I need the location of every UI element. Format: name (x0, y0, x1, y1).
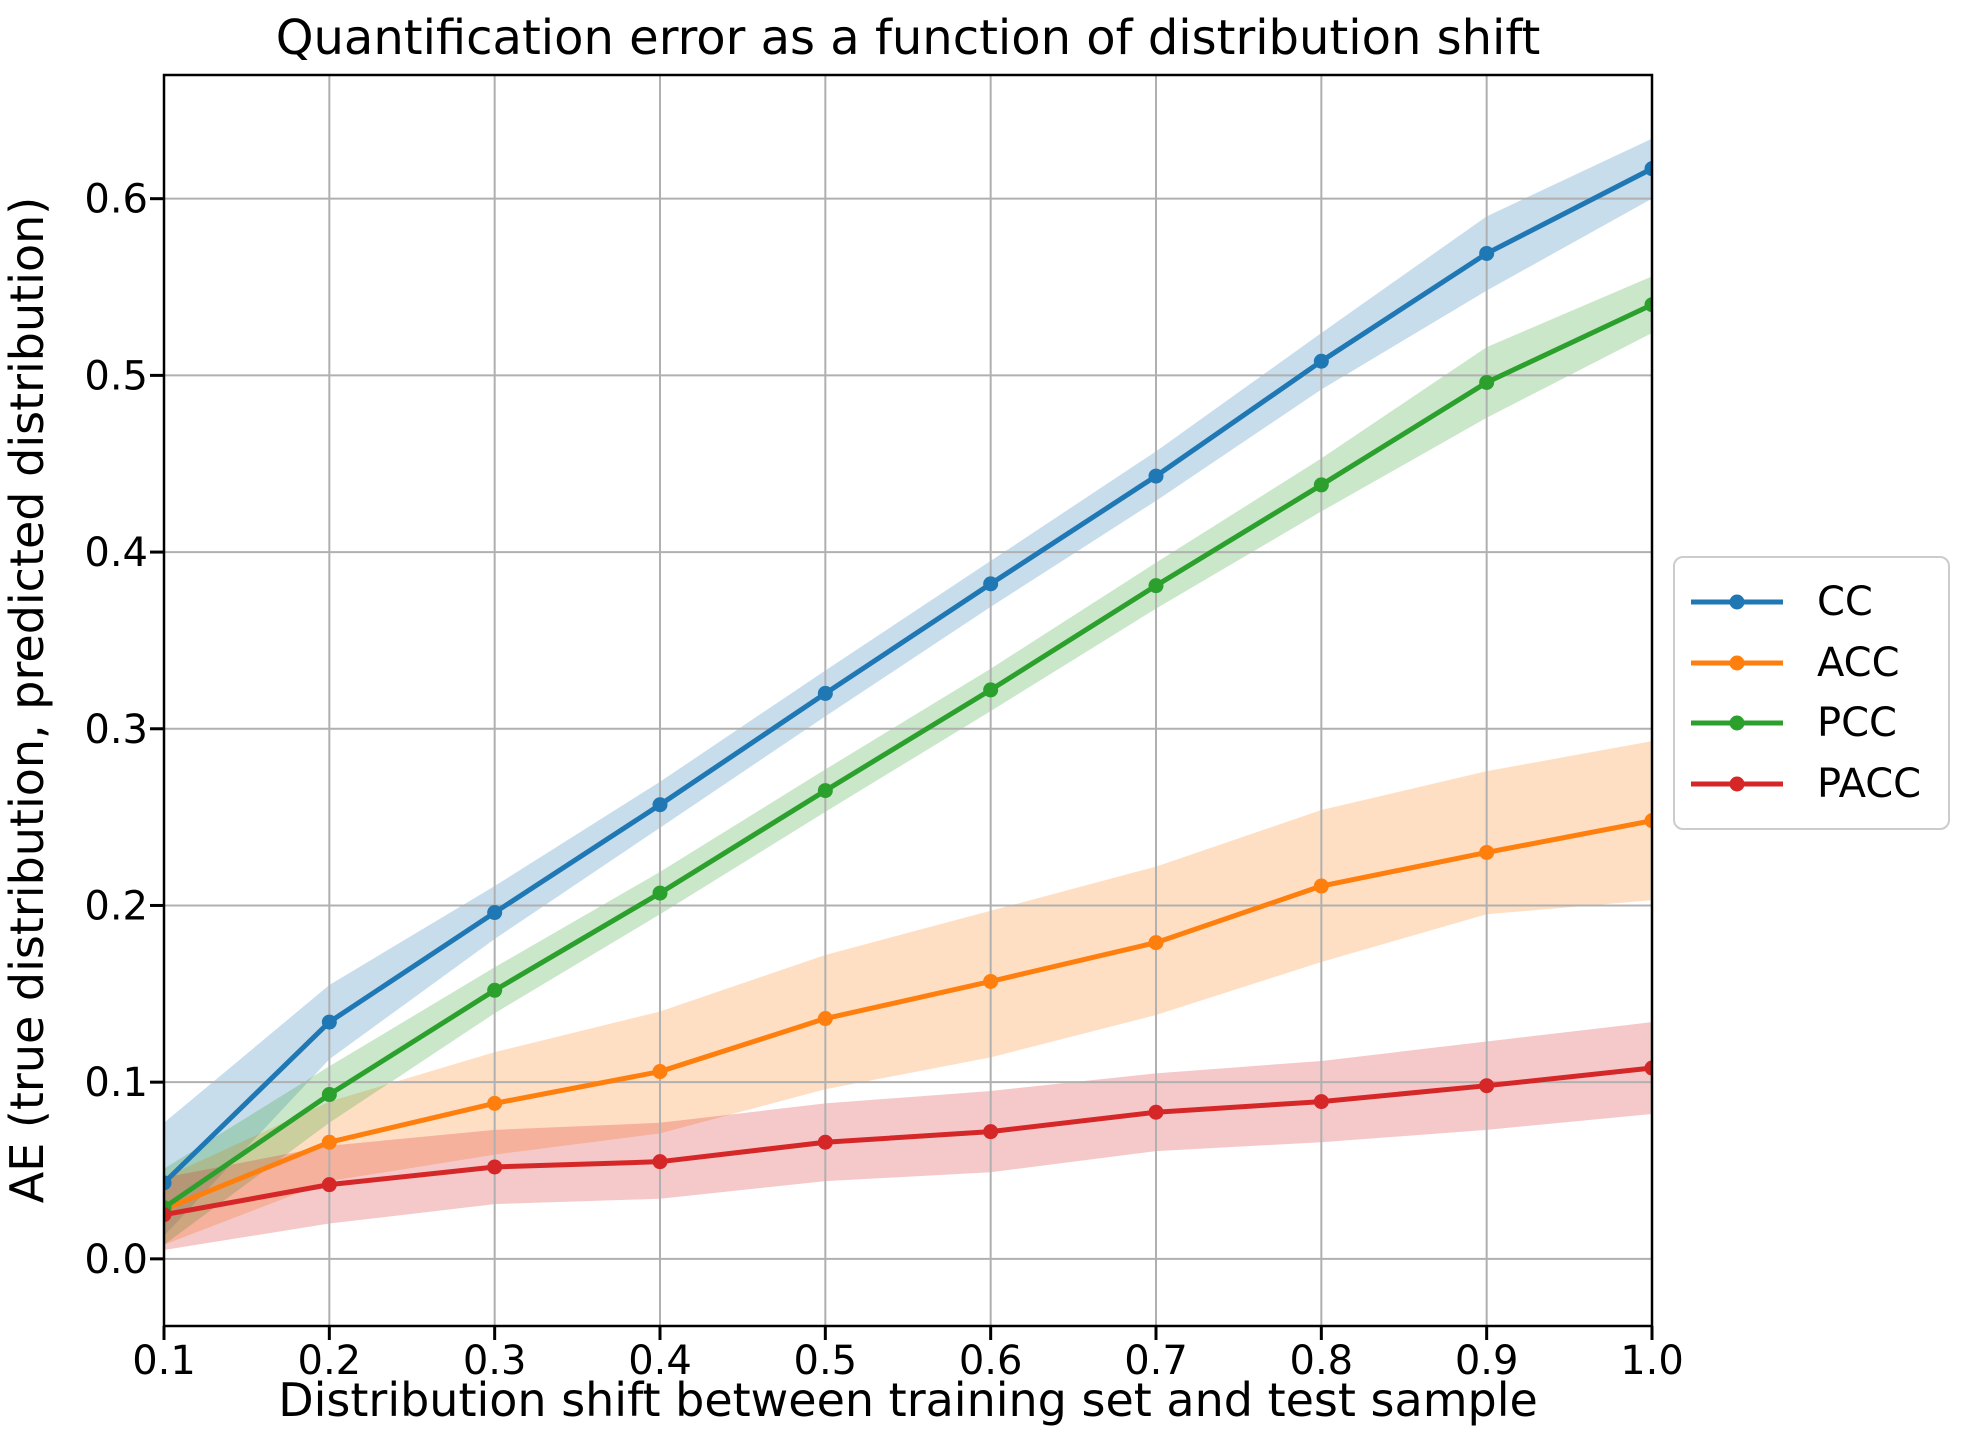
x-tick-label: 0.8 (1290, 1338, 1354, 1384)
legend-line-sample (1691, 655, 1783, 671)
chart-title: Quantification error as a function of di… (276, 10, 1541, 66)
legend-label: PCC (1817, 700, 1897, 747)
data-point-PACC (1313, 1094, 1329, 1110)
legend-item-CC: CC (1689, 582, 1940, 622)
data-point-ACC (1644, 813, 1652, 829)
data-point-PACC (1148, 1104, 1164, 1120)
y-tick-label: 0.4 (84, 530, 148, 576)
data-point-CC (983, 576, 999, 592)
data-point-CC (487, 905, 503, 921)
plot-border (162, 73, 1654, 1328)
data-point-ACC (817, 1011, 833, 1027)
y-axis-label: AE (true distribution, predicted distrib… (0, 197, 54, 1203)
legend-line-sample (1691, 594, 1783, 610)
data-point-ACC (487, 1095, 503, 1111)
data-point-PCC (321, 1087, 337, 1103)
series-line-PCC (164, 302, 1652, 1210)
x-tick-label: 0.7 (1124, 1338, 1188, 1384)
plot-area (164, 75, 1652, 1326)
legend-marker-dot (1729, 715, 1745, 731)
data-point-PCC (652, 885, 668, 901)
data-point-PCC (817, 783, 833, 799)
legend-marker-dot (1729, 655, 1745, 671)
tick-labels: 0.1 0.2 0.3 0.4 0.5 0.6 0.7 0.8 0.9 1.0 0.0 0.1 0.2 0… (84, 177, 1683, 1384)
series-line-CC (164, 166, 1652, 1185)
data-point-CC (652, 797, 668, 813)
data-point-CC (1479, 245, 1495, 261)
data-point-PCC (1313, 477, 1329, 493)
x-tick-label: 0.4 (628, 1338, 692, 1384)
legend-label: ACC (1817, 639, 1900, 686)
data-point-CC (164, 1175, 172, 1191)
data-point-CC (817, 685, 833, 701)
legend: CC ACC PCC PACC (1673, 556, 1950, 830)
x-axis-label: Distribution shift between training set … (278, 1373, 1538, 1427)
data-point-ACC (652, 1064, 668, 1080)
data-point-PACC (817, 1134, 833, 1150)
data-point-CC (1644, 161, 1652, 177)
legend-item-PCC: PCC (1689, 703, 1940, 743)
legend-marker-dot (1729, 776, 1745, 792)
data-point-ACC (1148, 935, 1164, 951)
x-tick-label: 0.9 (1455, 1338, 1519, 1384)
data-point-PACC (487, 1159, 503, 1175)
data-point-PCC (487, 982, 503, 998)
series-line-ACC (164, 818, 1652, 1212)
data-point-CC (1313, 353, 1329, 369)
data-point-PACC (321, 1177, 337, 1193)
data-point-PACC (1644, 1060, 1652, 1076)
x-tick-label: 0.6 (959, 1338, 1023, 1384)
x-tick-label: 0.2 (298, 1338, 362, 1384)
legend-marker-dot (1729, 594, 1745, 610)
data-point-PACC (164, 1207, 172, 1223)
data-point-ACC (1313, 878, 1329, 894)
y-tick-label: 0.3 (84, 707, 148, 753)
x-tick-label: 0.1 (132, 1338, 196, 1384)
data-point-PACC (652, 1154, 668, 1170)
data-point-ACC (321, 1134, 337, 1150)
legend-line-sample (1691, 715, 1783, 731)
data-point-PCC (983, 682, 999, 698)
legend-label: PACC (1817, 760, 1922, 807)
gridlines (163, 75, 1653, 1326)
legend-label: CC (1817, 579, 1873, 626)
x-tick-label: 0.3 (463, 1338, 527, 1384)
x-tick-label: 0.5 (794, 1338, 858, 1384)
series-band-CC (164, 138, 1652, 1236)
legend-item-PACC: PACC (1689, 764, 1940, 804)
data-point-CC (321, 1014, 337, 1030)
y-tick-label: 0.6 (84, 177, 148, 223)
series-band-PCC (164, 276, 1652, 1245)
series-band-ACC (164, 741, 1652, 1245)
series-line-PACC (164, 1065, 1652, 1218)
data-point-ACC (1479, 844, 1495, 860)
data-point-ACC (983, 973, 999, 989)
y-tick-label: 0.2 (84, 883, 148, 929)
data-point-PCC (1148, 578, 1164, 594)
data-point-CC (1148, 468, 1164, 484)
y-tick-label: 0.1 (84, 1060, 148, 1106)
tick-marks (150, 197, 1654, 1340)
series-lines (164, 161, 1652, 1223)
y-tick-label: 0.5 (84, 353, 148, 399)
data-point-PACC (1479, 1078, 1495, 1094)
y-tick-label: 0.0 (84, 1237, 148, 1283)
data-point-PACC (983, 1124, 999, 1140)
data-point-PCC (1644, 297, 1652, 313)
x-tick-label: 1.0 (1620, 1338, 1684, 1384)
legend-line-sample (1691, 776, 1783, 792)
legend-item-ACC: ACC (1689, 643, 1940, 683)
data-point-PCC (1479, 374, 1495, 390)
